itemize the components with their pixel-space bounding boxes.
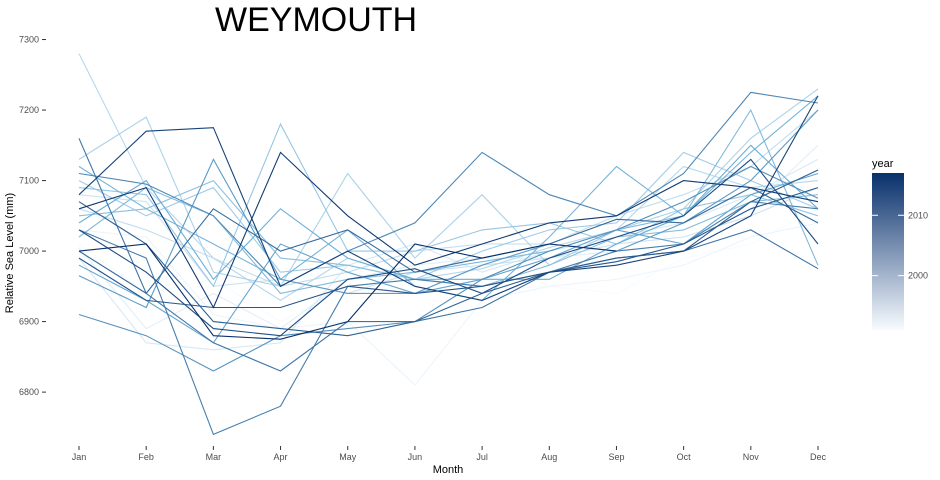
legend-title: year [872,158,894,170]
series-line-2015 [78,95,819,301]
y-axis-label: Relative Sea Level (mm) [4,193,16,313]
x-tick-label: Mar [206,452,222,462]
series-line-2013 [78,187,819,309]
legend: year 2000 2010 [872,158,928,330]
series-line-1999 [78,151,819,280]
series-line-2011 [78,186,819,295]
x-axis-label: Month [433,464,464,476]
series-line-2010 [78,138,819,372]
series-line-2008 [78,91,819,287]
series-line-2017 [78,243,617,340]
x-tick-label: Jul [476,452,488,462]
series-line-1994 [78,158,819,351]
y-tick-label: 7000 [19,246,39,256]
x-tick-label: Dec [810,452,827,462]
series-line-2007 [78,165,819,372]
y-tick-label: 7200 [19,105,39,115]
series-line-2009 [78,201,819,436]
y-axis: 6800 6900 7000 7100 7200 7300 [19,35,46,397]
x-tick-label: Nov [743,452,760,462]
x-axis: Jan Feb Mar Apr May Jun Jul Aug Sep Oct Nov Dec [72,446,827,462]
series-line-2012 [78,169,819,337]
x-tick-label: Feb [138,452,154,462]
series-line-1998 [78,88,819,287]
x-tick-label: Aug [541,452,557,462]
series-line-2003 [78,95,819,301]
y-tick-label: 7300 [19,35,39,45]
legend-tick-label: 2000 [908,271,928,281]
legend-colorbar [872,173,904,330]
series-line-1992 [78,222,819,386]
legend-tick-label: 2010 [908,210,928,220]
series-line-1996 [78,109,819,287]
plot-area [78,53,819,436]
series-line-1997 [78,53,819,302]
x-tick-label: Jan [72,452,87,462]
x-tick-label: Apr [274,452,288,462]
x-tick-label: May [339,452,357,462]
x-tick-label: Sep [608,452,624,462]
x-tick-label: Oct [677,452,692,462]
series-line-1991 [78,208,819,323]
series-line-2016 [78,151,819,309]
y-tick-label: 7100 [19,176,39,186]
series-line-2006 [78,109,819,309]
series-line-2005 [78,172,819,344]
series-line-2014 [78,158,819,337]
y-tick-label: 6800 [19,387,39,397]
legend-ticks: 2000 2010 [872,210,928,281]
series-line-1993 [78,144,819,330]
x-tick-label: Jun [408,452,423,462]
y-tick-label: 6900 [19,317,39,327]
chart-title: WEYMOUTH [215,1,417,39]
series-line-1995 [78,187,819,294]
